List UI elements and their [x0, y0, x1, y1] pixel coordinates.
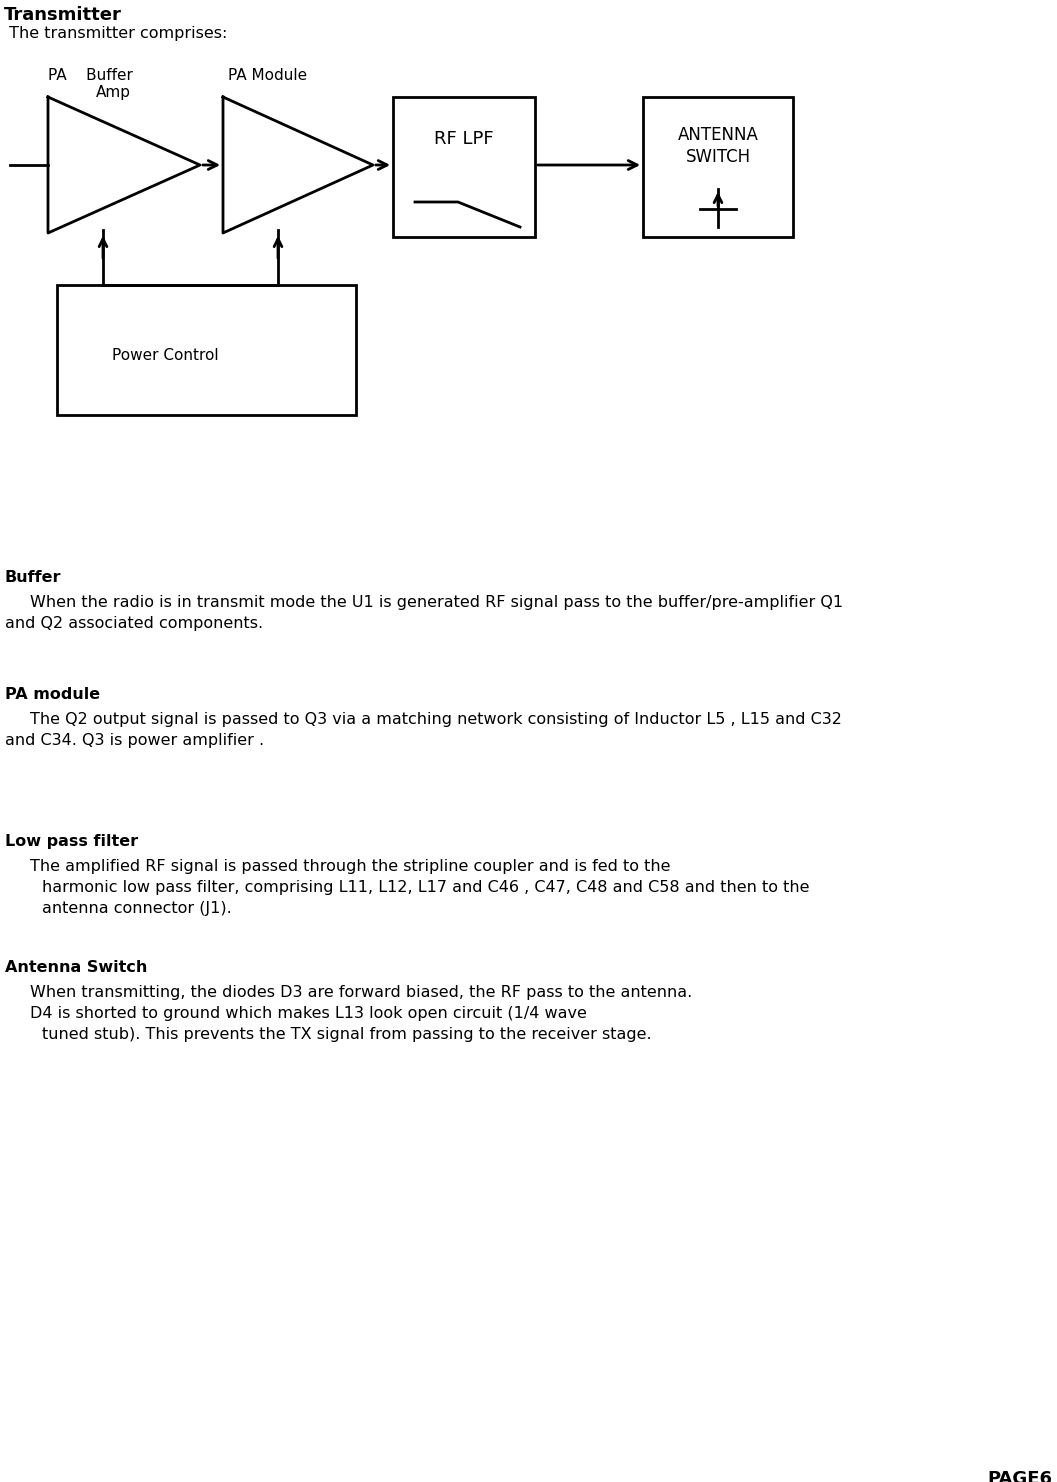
Text: When the radio is in transmit mode the U1 is generated RF signal pass to the buf: When the radio is in transmit mode the U… [30, 594, 843, 611]
Text: antenna connector (J1).: antenna connector (J1). [42, 901, 231, 916]
Text: Low pass filter: Low pass filter [5, 834, 138, 849]
Text: The amplified RF signal is passed through the stripline coupler and is fed to th: The amplified RF signal is passed throug… [30, 860, 670, 874]
Text: tuned stub). This prevents the TX signal from passing to the receiver stage.: tuned stub). This prevents the TX signal… [42, 1027, 651, 1042]
Bar [643, 96, 793, 237]
Text: RF LPF: RF LPF [434, 130, 494, 148]
Text: D4 is shorted to ground which makes L13 look open circuit (1/4 wave: D4 is shorted to ground which makes L13 … [30, 1006, 587, 1021]
Text: ANTENNA: ANTENNA [678, 126, 759, 144]
Text: Transmitter: Transmitter [4, 6, 122, 24]
Text: Buffer: Buffer [5, 571, 61, 585]
Text: and C34. Q3 is power amplifier .: and C34. Q3 is power amplifier . [5, 734, 264, 748]
Text: Amp: Amp [96, 84, 131, 99]
Text: PAGE6: PAGE6 [987, 1470, 1052, 1482]
Text: and Q2 associated components.: and Q2 associated components. [5, 617, 263, 631]
Text: SWITCH: SWITCH [685, 148, 750, 166]
Text: PA module: PA module [5, 688, 100, 702]
Text: Power Control: Power Control [112, 347, 219, 363]
Bar [57, 285, 356, 415]
Bar [393, 96, 535, 237]
Text: The transmitter comprises:: The transmitter comprises: [4, 27, 227, 41]
Text: PA Module: PA Module [228, 68, 308, 83]
Text: When transmitting, the diodes D3 are forward biased, the RF pass to the antenna.: When transmitting, the diodes D3 are for… [30, 986, 692, 1000]
Text: harmonic low pass filter, comprising L11, L12, L17 and C46 , C47, C48 and C58 an: harmonic low pass filter, comprising L11… [42, 880, 810, 895]
Text: The Q2 output signal is passed to Q3 via a matching network consisting of Induct: The Q2 output signal is passed to Q3 via… [30, 711, 841, 728]
Text: PA    Buffer: PA Buffer [48, 68, 133, 83]
Text: Antenna Switch: Antenna Switch [5, 960, 147, 975]
